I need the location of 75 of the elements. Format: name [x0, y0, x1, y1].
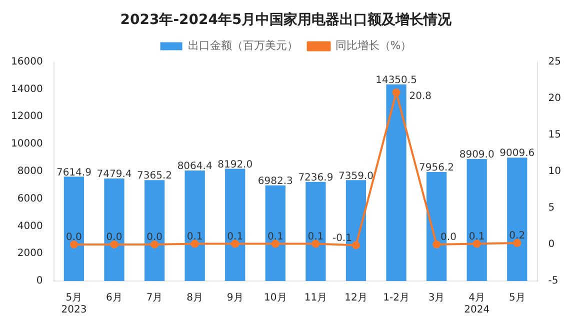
data-label: 0.2 — [509, 230, 526, 242]
x-tick-label: 5月 — [508, 292, 526, 304]
y2-tick-label: 10 — [548, 166, 562, 177]
data-label: 6982.3 — [258, 176, 293, 187]
point — [271, 240, 280, 248]
y-tick-label: 8000 — [17, 166, 43, 177]
point — [231, 240, 240, 248]
x-tick-label: 4月 2024 — [464, 292, 490, 316]
data-label: 20.8 — [409, 91, 432, 102]
y2-tick-label: -5 — [548, 276, 558, 287]
y2-tick-label: 20 — [548, 92, 562, 104]
data-label: 7614.9 — [56, 167, 92, 178]
bar — [144, 180, 165, 281]
point — [472, 240, 481, 248]
y-tick-label: 0 — [36, 276, 43, 287]
y-tick-label: 14000 — [11, 84, 43, 95]
x-tick-label: 8月 — [186, 292, 204, 304]
point — [110, 240, 118, 248]
point — [352, 241, 360, 250]
data-label: 7956.2 — [419, 162, 454, 174]
point — [150, 240, 159, 248]
point — [513, 239, 522, 248]
y2-tick-label: 0 — [548, 239, 555, 250]
chart-title: 2023年-2024年5月中国家用电器出口额及增长情况 — [120, 11, 453, 28]
y-tick-label: 16000 — [11, 56, 43, 68]
legend-label: 同比增长（%） — [335, 39, 412, 52]
bar — [386, 84, 406, 281]
data-label: 0.0 — [146, 232, 162, 244]
data-label: 14350.5 — [376, 74, 417, 86]
data-label: 0.0 — [106, 232, 122, 244]
bar — [306, 182, 326, 281]
y-tick-label: 10000 — [11, 138, 43, 150]
data-label: 8064.4 — [177, 161, 212, 172]
x-tick-label: 5月 2023 — [61, 292, 87, 316]
x-tick-label: 1-2月 — [383, 292, 410, 304]
x-tick-label: 11月 — [304, 292, 328, 304]
x-tick-label: 3月 — [428, 292, 445, 304]
x-tick-label: 10月 — [264, 292, 287, 304]
bar — [104, 178, 124, 281]
bar — [225, 168, 246, 281]
data-label: 7479.4 — [96, 169, 132, 180]
point — [70, 240, 78, 248]
x-tick-label: 9月 — [226, 292, 244, 304]
data-label: 9009.6 — [500, 148, 535, 160]
data-label: 7359.0 — [338, 170, 374, 182]
data-label: 8192.0 — [218, 159, 253, 170]
y-tick-label: 4000 — [17, 220, 43, 232]
x-tick-label: 12月 — [344, 292, 368, 304]
data-label: 0.1 — [468, 231, 485, 242]
x-tick-label: 7月 — [146, 292, 163, 304]
x-tick-label: 6月 — [106, 292, 122, 304]
bar — [64, 176, 84, 281]
y-tick-label: 12000 — [11, 111, 43, 122]
data-label: 8909.0 — [459, 150, 494, 161]
y-tick-label: 6000 — [17, 193, 43, 204]
y-tick-label: 2000 — [17, 248, 43, 260]
legend-label: 出口金额（百万美元） — [188, 39, 298, 52]
point — [312, 240, 320, 248]
data-label: 0.1 — [227, 231, 244, 242]
y2-tick-label: 5 — [548, 202, 555, 214]
data-label: 0.1 — [308, 231, 324, 242]
data-label: 0.0 — [66, 232, 82, 244]
data-label: 0.1 — [267, 231, 284, 242]
bar — [507, 158, 528, 281]
bar — [265, 185, 286, 281]
point — [432, 240, 441, 248]
y2-tick-label: 15 — [548, 129, 562, 140]
point — [190, 240, 199, 248]
bar — [184, 170, 205, 281]
y2-tick-label: 25 — [548, 56, 562, 68]
data-label: 7365.2 — [137, 170, 172, 182]
data-label: 0.1 — [186, 231, 203, 242]
bar — [466, 158, 487, 281]
data-label: 7236.9 — [298, 172, 334, 184]
point — [392, 88, 400, 96]
